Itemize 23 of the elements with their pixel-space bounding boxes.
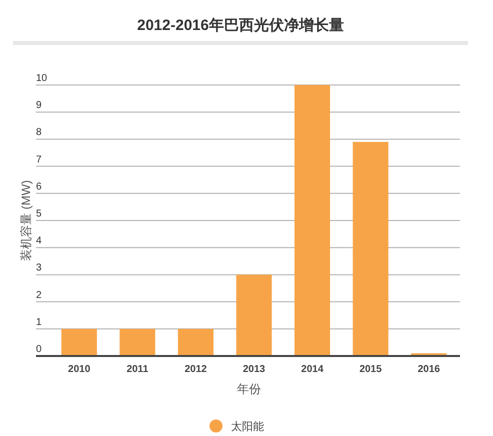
ytick: 6 (36, 181, 42, 192)
ytick: 5 (36, 208, 42, 220)
ytick: 2 (36, 290, 42, 301)
xtick: 2010 (68, 364, 90, 375)
xtick: 2013 (242, 364, 266, 375)
ytick: 3 (36, 262, 42, 274)
legend-item: 太阳能 (210, 420, 264, 433)
xtick: 2016 (418, 364, 440, 375)
ytick: 9 (36, 100, 42, 112)
xtick: 2011 (126, 364, 148, 375)
xtick: 2014 (301, 364, 324, 375)
ytick: 7 (36, 154, 42, 166)
ytick: 1 (36, 316, 42, 328)
ylabel: 装机容量 (MW) (19, 180, 33, 261)
ytick: 8 (36, 127, 42, 138)
ytick: 4 (36, 236, 42, 247)
ytick: 0 (36, 344, 42, 355)
xtick: 2012 (184, 364, 207, 375)
ytick: 10 (36, 73, 48, 84)
xtick: 2015 (359, 364, 382, 375)
legend-label: 太阳能 (231, 420, 264, 433)
title: 2012-2016年巴西光伏净增长量 (137, 17, 344, 34)
xlabel: 年份 (237, 382, 261, 396)
